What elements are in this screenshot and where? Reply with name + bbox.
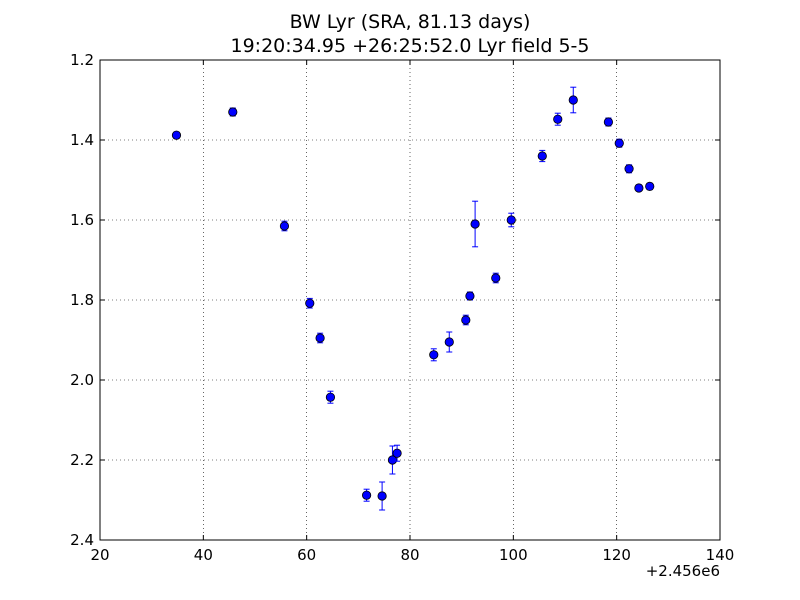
marker bbox=[361, 490, 372, 500]
marker bbox=[279, 221, 290, 231]
marker bbox=[470, 219, 480, 229]
x-tick-label: 100 bbox=[499, 546, 528, 564]
data-series bbox=[171, 86, 655, 511]
x-tick-label: 120 bbox=[602, 546, 631, 564]
y-tick-label: 1.6 bbox=[70, 211, 94, 229]
marker bbox=[645, 181, 655, 191]
data-point bbox=[279, 220, 290, 232]
data-point bbox=[228, 107, 238, 117]
marker bbox=[603, 117, 614, 127]
data-point bbox=[315, 332, 325, 344]
marker bbox=[305, 298, 315, 308]
data-point bbox=[444, 331, 454, 353]
data-point bbox=[634, 183, 644, 193]
data-point bbox=[361, 488, 372, 502]
marker bbox=[568, 95, 578, 105]
x-offset-label: +2.456e6 bbox=[646, 562, 720, 580]
x-tick-label: 60 bbox=[297, 546, 316, 564]
marker bbox=[553, 114, 563, 124]
data-point bbox=[461, 314, 471, 326]
x-tick-label: 80 bbox=[400, 546, 419, 564]
data-point bbox=[553, 112, 563, 126]
data-point bbox=[568, 86, 578, 114]
x-tick-label: 40 bbox=[194, 546, 213, 564]
marker bbox=[491, 273, 501, 283]
marker bbox=[325, 392, 336, 402]
data-point bbox=[603, 117, 614, 127]
data-point bbox=[506, 212, 516, 228]
data-point bbox=[392, 444, 402, 462]
chart-subtitle: 19:20:34.95 +26:25:52.0 Lyr field 5-5 bbox=[230, 35, 590, 57]
y-tick-label: 2.0 bbox=[70, 371, 94, 389]
marker bbox=[315, 333, 325, 343]
marker bbox=[444, 337, 454, 347]
data-point bbox=[429, 348, 439, 362]
data-point bbox=[491, 272, 501, 284]
data-point bbox=[305, 297, 315, 309]
y-tick-label: 1.2 bbox=[70, 51, 94, 69]
y-tick-label: 2.4 bbox=[70, 531, 94, 549]
data-point bbox=[624, 164, 634, 174]
y-tick-label: 1.8 bbox=[70, 291, 94, 309]
grid bbox=[100, 60, 720, 540]
marker bbox=[624, 164, 634, 174]
y-tick-label: 2.2 bbox=[70, 451, 94, 469]
marker bbox=[461, 315, 471, 325]
marker bbox=[429, 350, 439, 360]
x-tick-label: 140 bbox=[706, 546, 735, 564]
marker bbox=[614, 138, 624, 148]
data-point bbox=[645, 181, 655, 191]
data-point bbox=[325, 390, 336, 404]
data-point bbox=[377, 481, 387, 511]
marker bbox=[377, 491, 387, 501]
marker bbox=[171, 130, 182, 140]
data-point bbox=[171, 130, 182, 140]
y-tick-label: 1.4 bbox=[70, 131, 94, 149]
ticks: 20 40 60 80 100 120 140 1.2 1.4 1.6 1.8 2.0 2.2 2.4 bbox=[70, 51, 734, 564]
chart-title: BW Lyr (SRA, 81.13 days) bbox=[289, 11, 531, 33]
marker bbox=[537, 151, 547, 161]
marker bbox=[228, 107, 238, 117]
marker bbox=[392, 448, 402, 458]
data-point bbox=[470, 200, 480, 248]
marker bbox=[506, 215, 516, 225]
data-point bbox=[614, 138, 624, 148]
data-point bbox=[537, 149, 547, 163]
data-point bbox=[465, 291, 475, 301]
marker bbox=[634, 183, 644, 193]
x-tick-label: 20 bbox=[90, 546, 109, 564]
marker bbox=[465, 291, 475, 301]
